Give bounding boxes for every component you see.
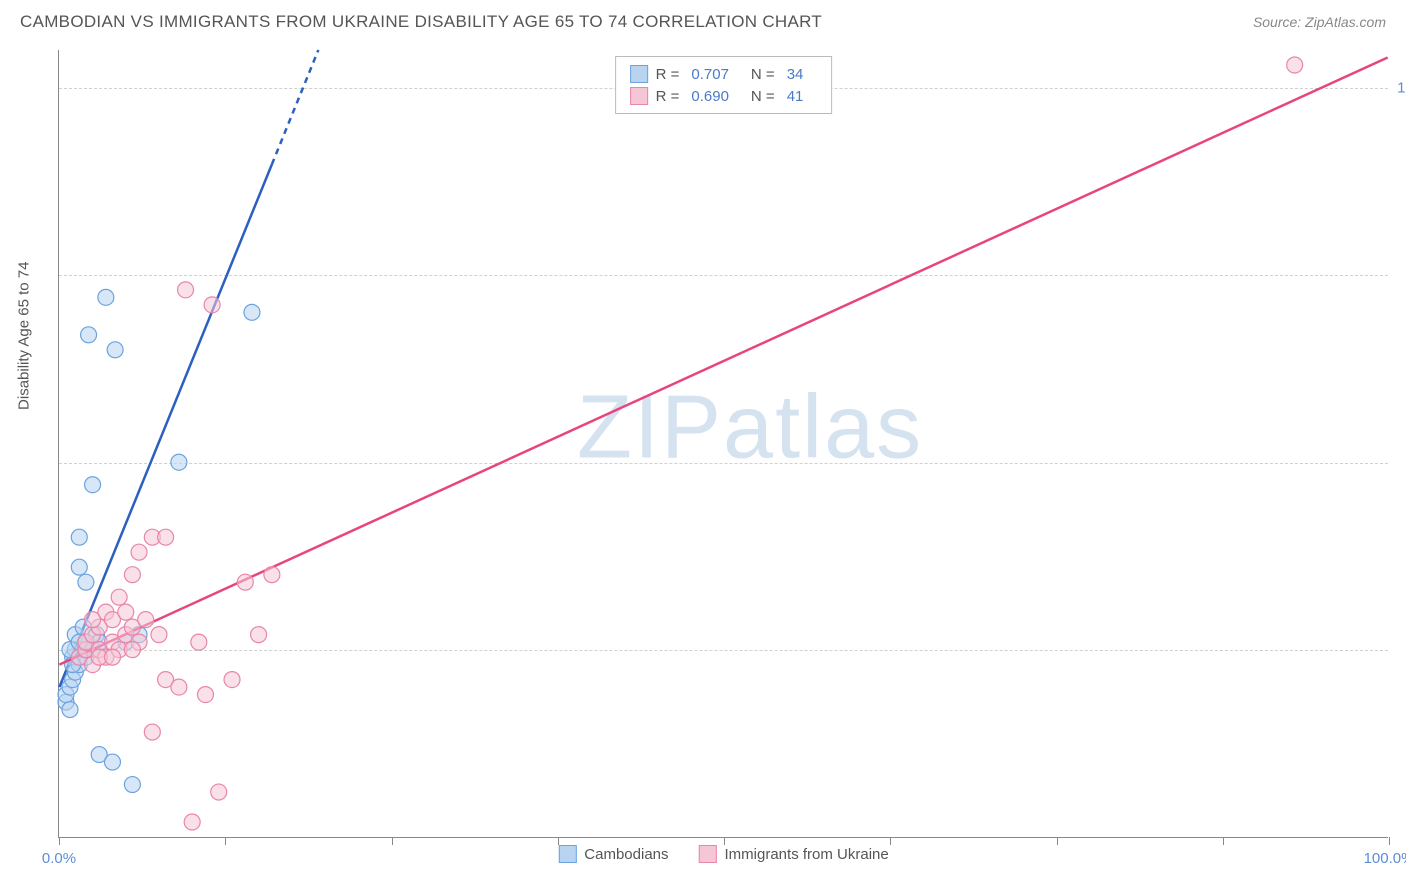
- legend-correlation-box: R = 0.707 N = 34 R = 0.690 N = 41: [615, 56, 833, 114]
- x-tick-mark: [1057, 837, 1058, 845]
- r-label: R =: [656, 88, 680, 105]
- legend-label-ukraine: Immigrants from Ukraine: [725, 846, 889, 863]
- data-point-ukraine: [171, 679, 187, 695]
- data-point-ukraine: [158, 529, 174, 545]
- data-point-ukraine: [138, 612, 154, 628]
- legend-swatch-cambodians-bottom: [558, 845, 576, 863]
- legend-swatch-ukraine-bottom: [699, 845, 717, 863]
- data-point-ukraine: [118, 604, 134, 620]
- data-point-ukraine: [124, 642, 140, 658]
- data-point-ukraine: [1287, 57, 1303, 73]
- data-point-ukraine: [124, 567, 140, 583]
- data-point-ukraine: [131, 544, 147, 560]
- n-label: N =: [751, 66, 775, 83]
- legend-label-cambodians: Cambodians: [584, 846, 668, 863]
- x-tick-mark: [558, 837, 559, 845]
- data-point-ukraine: [178, 282, 194, 298]
- trend-line-cambodians: [59, 164, 272, 687]
- x-tick-mark: [1223, 837, 1224, 845]
- data-point-ukraine: [264, 567, 280, 583]
- chart-plot-area: ZIPatlas 25.0%50.0%75.0%100.0% 0.0%100.0…: [58, 50, 1388, 838]
- legend-swatch-ukraine: [630, 87, 648, 105]
- n-value-ukraine: 41: [787, 88, 804, 105]
- data-point-cambodians: [81, 327, 97, 343]
- x-tick-mark: [392, 837, 393, 845]
- data-point-ukraine: [224, 672, 240, 688]
- data-point-cambodians: [107, 342, 123, 358]
- chart-source: Source: ZipAtlas.com: [1253, 14, 1386, 30]
- x-tick-mark: [59, 837, 60, 845]
- chart-header: CAMBODIAN VS IMMIGRANTS FROM UKRAINE DIS…: [0, 0, 1406, 40]
- x-tick-mark: [724, 837, 725, 845]
- legend-row-cambodians: R = 0.707 N = 34: [630, 63, 818, 85]
- data-point-ukraine: [144, 724, 160, 740]
- data-point-cambodians: [244, 304, 260, 320]
- data-point-ukraine: [211, 784, 227, 800]
- chart-title: CAMBODIAN VS IMMIGRANTS FROM UKRAINE DIS…: [20, 12, 822, 32]
- n-label: N =: [751, 88, 775, 105]
- scatter-plot-svg: [59, 50, 1388, 837]
- x-tick-mark: [1389, 837, 1390, 845]
- r-value-ukraine: 0.690: [691, 88, 729, 105]
- data-point-ukraine: [111, 589, 127, 605]
- legend-swatch-cambodians: [630, 65, 648, 83]
- data-point-ukraine: [251, 627, 267, 643]
- data-point-ukraine: [184, 814, 200, 830]
- data-point-cambodians: [98, 289, 114, 305]
- data-point-ukraine: [151, 627, 167, 643]
- r-label: R =: [656, 66, 680, 83]
- legend-item-ukraine: Immigrants from Ukraine: [699, 845, 889, 863]
- trend-line-dash-cambodians: [272, 50, 318, 164]
- data-point-cambodians: [85, 477, 101, 493]
- x-tick-mark: [890, 837, 891, 845]
- data-point-cambodians: [171, 454, 187, 470]
- legend-item-cambodians: Cambodians: [558, 845, 668, 863]
- data-point-ukraine: [85, 612, 101, 628]
- y-axis-title: Disability Age 65 to 74: [16, 262, 33, 410]
- x-tick-label: 100.0%: [1364, 850, 1406, 867]
- y-tick-label: 100.0%: [1397, 79, 1406, 96]
- data-point-cambodians: [124, 777, 140, 793]
- data-point-cambodians: [71, 529, 87, 545]
- r-value-cambodians: 0.707: [691, 66, 729, 83]
- data-point-cambodians: [104, 754, 120, 770]
- x-tick-label: 0.0%: [42, 850, 76, 867]
- legend-row-ukraine: R = 0.690 N = 41: [630, 85, 818, 107]
- n-value-cambodians: 34: [787, 66, 804, 83]
- data-point-ukraine: [197, 687, 213, 703]
- legend-series-box: Cambodians Immigrants from Ukraine: [558, 845, 888, 863]
- data-point-ukraine: [204, 297, 220, 313]
- data-point-cambodians: [62, 702, 78, 718]
- data-point-ukraine: [191, 634, 207, 650]
- data-point-cambodians: [78, 574, 94, 590]
- data-point-ukraine: [237, 574, 253, 590]
- data-point-cambodians: [71, 559, 87, 575]
- trend-line-ukraine: [59, 57, 1387, 664]
- x-tick-mark: [225, 837, 226, 845]
- data-point-ukraine: [104, 649, 120, 665]
